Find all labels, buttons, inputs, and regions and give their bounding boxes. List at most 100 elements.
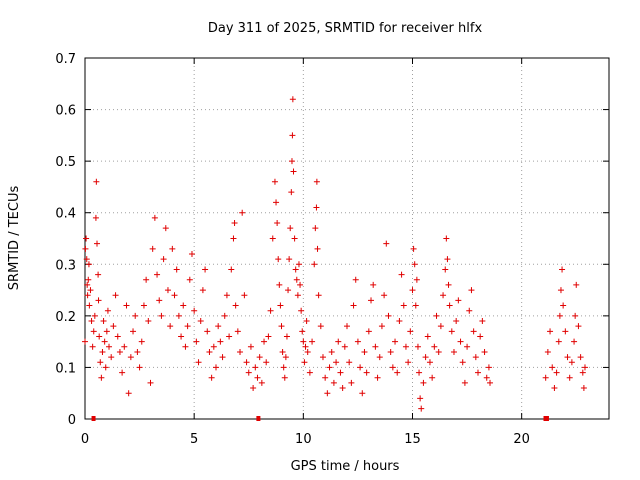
data-point: [376, 354, 383, 361]
data-point: [562, 328, 569, 335]
data-point: [378, 323, 385, 330]
data-point: [265, 333, 272, 340]
data-point: [162, 225, 169, 232]
data-point: [577, 354, 584, 361]
data-point: [289, 132, 296, 139]
x-axis-label: GPS time / hours: [291, 459, 400, 474]
data-point: [136, 364, 143, 371]
data-point: [210, 343, 217, 350]
data-point: [455, 297, 462, 304]
data-point: [485, 364, 492, 371]
data-point: [291, 235, 298, 242]
data-point: [143, 276, 150, 283]
data-point: [282, 354, 289, 361]
data-point: [247, 343, 254, 350]
data-point: [100, 318, 107, 325]
zero-marker: [543, 416, 549, 421]
data-point: [302, 343, 309, 350]
data-point: [412, 302, 419, 309]
data-point: [339, 385, 346, 392]
data-point: [293, 276, 300, 283]
data-point: [178, 333, 185, 340]
data-point: [245, 369, 252, 376]
data-point: [363, 369, 370, 376]
x-axis: 0 5 10 15 20: [81, 58, 530, 447]
data-point: [387, 348, 394, 355]
y-tick-label: 0.6: [55, 104, 76, 119]
data-point: [154, 271, 161, 278]
y-tick-label: 0.2: [55, 310, 76, 325]
data-point: [410, 245, 417, 252]
data-point: [330, 379, 337, 386]
data-point: [231, 220, 238, 227]
data-point: [560, 302, 567, 309]
data-point: [230, 235, 237, 242]
data-point: [93, 178, 100, 185]
data-point: [274, 220, 281, 227]
data-point: [414, 343, 421, 350]
data-point: [269, 235, 276, 242]
data-point: [420, 379, 427, 386]
data-point: [82, 245, 89, 252]
data-point: [208, 374, 215, 381]
data-point: [221, 312, 228, 319]
data-point: [280, 364, 287, 371]
data-point: [215, 323, 222, 330]
data-point: [435, 348, 442, 355]
data-point: [437, 323, 444, 330]
data-point: [114, 333, 121, 340]
data-point: [571, 338, 578, 345]
data-point: [383, 240, 390, 247]
data-point: [568, 359, 575, 366]
data-point: [288, 158, 295, 165]
data-point: [98, 374, 105, 381]
x-tick-label: 5: [190, 432, 198, 447]
data-point: [564, 354, 571, 361]
data-point: [226, 333, 233, 340]
data-point: [411, 261, 418, 268]
data-point: [346, 359, 353, 366]
data-point: [243, 359, 250, 366]
data-point: [82, 338, 88, 345]
data-point: [304, 348, 311, 355]
data-point: [470, 328, 477, 335]
data-point: [289, 96, 296, 103]
data-point: [398, 271, 405, 278]
data-point: [374, 374, 381, 381]
data-point: [400, 302, 407, 309]
x-tick-label: 10: [295, 432, 312, 447]
data-point: [158, 312, 165, 319]
data-point: [250, 385, 257, 392]
data-point: [204, 328, 211, 335]
data-point: [116, 348, 123, 355]
data-point: [140, 302, 147, 309]
data-point: [314, 245, 321, 252]
data-point: [542, 374, 549, 381]
data-point: [164, 287, 171, 294]
data-point: [149, 245, 156, 252]
data-point: [405, 359, 412, 366]
data-point: [263, 359, 270, 366]
data-point: [85, 261, 92, 268]
data-point: [283, 333, 290, 340]
data-point: [84, 292, 91, 299]
data-point: [95, 271, 102, 278]
data-point: [267, 307, 274, 314]
data-point: [357, 364, 364, 371]
data-point: [472, 354, 479, 361]
data-point: [106, 343, 113, 350]
data-point: [184, 323, 191, 330]
data-point: [108, 354, 115, 361]
data-point: [252, 364, 259, 371]
data-point: [549, 364, 556, 371]
data-point: [119, 369, 126, 376]
data-point: [306, 369, 313, 376]
y-axis-label: SRMTID / TECUs: [7, 186, 22, 291]
data-point: [258, 379, 265, 386]
data-point: [86, 302, 93, 309]
y-tick-label: 0.4: [55, 207, 76, 222]
data-point: [298, 307, 305, 314]
data-point: [160, 256, 167, 263]
data-point: [396, 318, 403, 325]
data-point: [299, 328, 306, 335]
